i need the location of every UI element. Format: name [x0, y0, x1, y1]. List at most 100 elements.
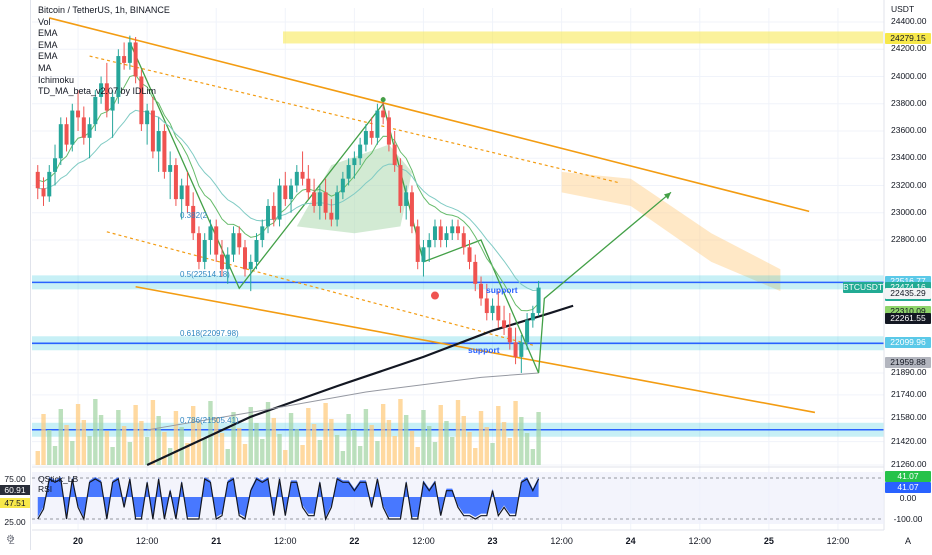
- volume-bar: [133, 405, 138, 465]
- ema-line-teal: [37, 109, 539, 291]
- volume-bar: [369, 425, 374, 465]
- candle-body: [450, 226, 455, 234]
- volume-bar: [478, 411, 484, 465]
- rsi-label[interactable]: RSI: [38, 484, 53, 494]
- volume-bar: [64, 425, 69, 465]
- candle-body: [369, 131, 374, 138]
- ema-line-green: [37, 74, 539, 312]
- time-tick-label: 25: [763, 536, 774, 546]
- volume-bar: [375, 441, 380, 465]
- candle-body: [214, 226, 219, 255]
- osc-right-tag: 41.07: [885, 471, 931, 482]
- indicator-ema-2[interactable]: EMA: [38, 39, 58, 50]
- zoom-icon[interactable]: Z: [9, 536, 15, 546]
- volume-bar: [432, 442, 438, 465]
- candle-body: [409, 192, 414, 227]
- volume-bar: [501, 422, 507, 465]
- candle-body: [502, 320, 507, 328]
- candle-body: [461, 233, 466, 248]
- candle-body: [168, 165, 173, 172]
- price-tick-label: 21420.00: [891, 435, 927, 446]
- price-tick-label: 21740.00: [891, 388, 927, 399]
- gear-icon[interactable]: ⚙: [6, 534, 15, 545]
- price-tick-label: 23200.00: [891, 179, 927, 190]
- indicator-ichimoku[interactable]: Ichimoku: [38, 74, 75, 85]
- candle-body: [421, 247, 426, 262]
- volume-bar: [288, 413, 294, 465]
- candle-body: [519, 342, 524, 357]
- candle-body: [266, 205, 271, 227]
- candle-body: [133, 42, 138, 77]
- candle-body: [490, 305, 495, 314]
- volume-bar: [507, 438, 513, 465]
- candle-body: [473, 261, 478, 284]
- symbol-tag[interactable]: BTCUSDT: [843, 282, 884, 294]
- fib-0618-label: 0.618(22097.98): [180, 329, 239, 338]
- zigzag-projection: [129, 42, 672, 374]
- candle-body: [47, 171, 52, 197]
- volume-bar: [524, 433, 530, 465]
- indicator-td-ma[interactable]: TD_MA_beta_v2.07 by IDLim: [38, 86, 157, 97]
- candle-body: [415, 226, 420, 262]
- candle-body: [202, 240, 207, 262]
- osc-left-tag: 25.00: [0, 517, 30, 527]
- candle-body: [294, 171, 299, 186]
- volume-bar: [121, 426, 127, 465]
- price-tag[interactable]: 22310.09: [885, 306, 931, 318]
- qstick-label[interactable]: QStick_LB: [38, 474, 79, 484]
- volume-bar: [352, 430, 357, 465]
- volume-bar: [156, 416, 161, 465]
- volume-bar: [357, 446, 363, 465]
- candle-body: [335, 192, 340, 220]
- candle-body: [219, 254, 224, 270]
- volume-bar: [386, 420, 392, 465]
- osc-left-tag: 75.00: [0, 474, 30, 484]
- candle-body: [530, 313, 535, 321]
- candle-body: [41, 188, 46, 197]
- volume-bar: [461, 416, 466, 465]
- price-tag[interactable]: 22474.16: [885, 282, 931, 294]
- candle-body: [145, 110, 150, 125]
- price-tag[interactable]: 22516.77: [885, 275, 931, 287]
- osc-right-tag: -100.00: [885, 514, 931, 525]
- candle-body: [70, 110, 75, 145]
- osc-left-tag: 47.51: [0, 498, 30, 508]
- volume-bar: [536, 412, 541, 465]
- price-tag[interactable]: 22435.29: [885, 287, 931, 299]
- drawing-toolbar[interactable]: [0, 0, 31, 550]
- volume-bar: [334, 435, 340, 465]
- indicator-ema-1[interactable]: EMA: [38, 28, 58, 39]
- price-tag[interactable]: 21959.88: [885, 357, 931, 369]
- candle-body: [306, 178, 311, 193]
- candle-body: [87, 124, 92, 138]
- price-tick-label: 23600.00: [891, 125, 927, 135]
- candle-body: [116, 56, 121, 97]
- price-tag[interactable]: 22261.55: [885, 313, 931, 325]
- volume-bar: [35, 451, 40, 465]
- candle-body: [104, 83, 109, 111]
- volume-bar: [311, 424, 317, 465]
- candle-body: [346, 165, 351, 179]
- indicator-ema-3[interactable]: EMA: [38, 51, 58, 62]
- time-tick-label: 12:00: [688, 536, 712, 546]
- price-tick-label: 21580.00: [891, 412, 927, 423]
- indicator-vol[interactable]: Vol: [38, 16, 51, 27]
- candle-body: [208, 226, 213, 240]
- candle-body: [404, 192, 409, 206]
- chart-legend: Bitcoin / TetherUS, 1h, BINANCE Vol EMA …: [38, 5, 170, 98]
- candle-body: [536, 287, 541, 314]
- candle-body: [289, 185, 294, 200]
- price-tag[interactable]: 24279.15: [885, 32, 931, 44]
- volume-bar: [185, 443, 190, 465]
- indicator-ma[interactable]: MA: [38, 62, 52, 73]
- volume-bar: [340, 451, 346, 465]
- candle-body: [398, 165, 403, 206]
- price-tag[interactable]: 22099.96: [885, 336, 931, 348]
- price-tick-label: 21260.00: [891, 459, 927, 469]
- candle-body: [507, 327, 512, 343]
- candle-body: [76, 110, 81, 118]
- auto-scale-icon[interactable]: A: [905, 536, 912, 546]
- symbol-title[interactable]: Bitcoin / TetherUS, 1h, BINANCE: [38, 5, 170, 15]
